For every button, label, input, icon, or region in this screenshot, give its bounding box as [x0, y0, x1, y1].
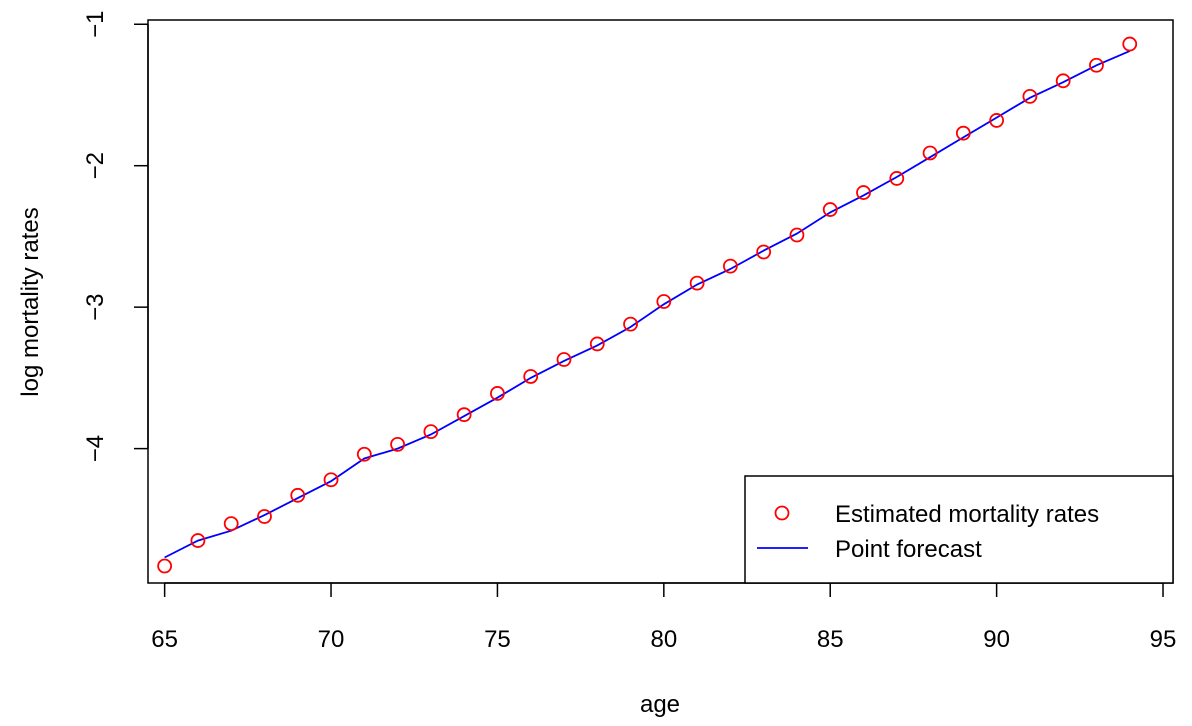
data-point — [756, 244, 772, 260]
data-point — [223, 516, 239, 531]
legend: Estimated mortality rates Point forecast — [744, 475, 1174, 584]
data-point — [1089, 57, 1104, 73]
data-point — [989, 113, 1005, 128]
data-point — [323, 472, 339, 488]
legend-label-line: Point forecast — [835, 536, 982, 563]
legend-marker-points — [774, 505, 790, 521]
legend-label-points: Estimated mortality rates — [835, 501, 1099, 528]
data-point — [722, 258, 738, 274]
data-point — [423, 424, 439, 440]
data-point — [157, 558, 173, 574]
data-point — [656, 294, 672, 309]
data-point — [356, 446, 372, 462]
data-point — [789, 227, 805, 243]
x-tick-label: 75 — [484, 626, 511, 653]
data-point — [290, 487, 306, 503]
x-tick-label: 80 — [650, 626, 677, 653]
data-point — [822, 202, 838, 217]
legend-box — [744, 475, 1174, 584]
x-tick-label: 90 — [983, 626, 1010, 653]
x-tick-label: 70 — [318, 626, 345, 653]
data-point — [623, 316, 638, 332]
data-point — [456, 407, 472, 423]
data-point — [689, 275, 705, 291]
series-layer — [157, 36, 1138, 574]
data-point — [856, 185, 871, 200]
data-point — [257, 509, 272, 524]
x-tick-label: 95 — [1150, 626, 1177, 653]
data-point — [955, 125, 971, 141]
data-point — [589, 336, 605, 352]
x-axis: 65 70 75 80 85 90 95 — [151, 582, 1177, 653]
data-point — [1055, 73, 1071, 89]
data-point — [490, 386, 505, 401]
data-point — [556, 352, 572, 367]
data-point — [390, 436, 405, 452]
data-point — [889, 171, 905, 186]
y-tick-label: −4 — [82, 435, 109, 462]
data-point — [190, 533, 206, 548]
y-axis: −4 −3 −2 −1 — [82, 11, 149, 462]
data-point — [922, 145, 938, 161]
y-axis-title: log mortality rates — [17, 207, 44, 396]
y-tick-label: −3 — [82, 293, 109, 320]
data-point — [1022, 88, 1038, 104]
x-tick-label: 65 — [151, 626, 178, 653]
data-point — [523, 369, 539, 384]
x-tick-label: 85 — [817, 626, 844, 653]
y-tick-label: −2 — [82, 152, 109, 179]
x-axis-title: age — [640, 691, 680, 718]
y-tick-label: −1 — [82, 11, 109, 38]
data-point — [1122, 36, 1138, 52]
